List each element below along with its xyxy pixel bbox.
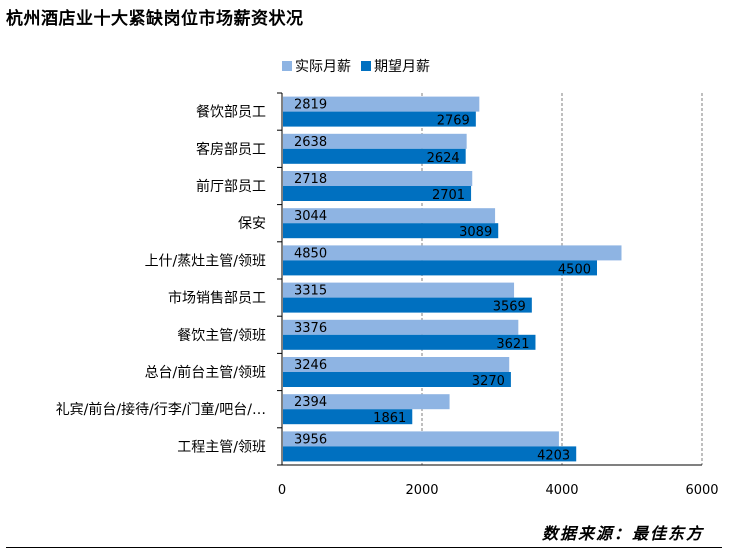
- data-label-expected: 3621: [496, 337, 529, 352]
- y-tick-label: 礼宾/前台/接待/行李/门童/吧台/…: [56, 401, 266, 418]
- data-label-expected: 1861: [373, 411, 406, 426]
- data-label-expected: 2769: [437, 114, 470, 129]
- bottom-rule: [6, 547, 722, 548]
- bar-expected: [283, 334, 536, 350]
- data-label-actual: 2819: [294, 98, 327, 113]
- x-tick-label: 0: [278, 483, 286, 498]
- y-tick-label: 市场销售部员工: [168, 290, 266, 307]
- data-label-expected: 4203: [537, 448, 570, 463]
- y-tick-label: 前厅部员工: [196, 178, 266, 195]
- bar-actual: [283, 282, 515, 298]
- data-label-expected: 4500: [558, 262, 591, 277]
- bar-expected: [283, 372, 511, 387]
- data-label-actual: 3376: [294, 321, 327, 336]
- y-tick-label: 总台/前台主管/领班: [145, 364, 266, 381]
- data-label-actual: 4850: [294, 246, 327, 261]
- bar-actual: [283, 171, 473, 186]
- source-note: 数据来源：最佳东方: [541, 524, 704, 543]
- data-label-actual: 2638: [294, 135, 327, 150]
- bar-expected: [283, 297, 532, 313]
- bar-actual: [283, 133, 467, 149]
- x-tick-label: 2000: [405, 483, 438, 498]
- legend-label-expected: 期望月薪: [374, 59, 430, 75]
- legend-item-expected: 期望月薪: [361, 56, 430, 76]
- y-tick-label: 工程主管/领班: [177, 439, 266, 455]
- legend-item-actual: 实际月薪: [282, 56, 351, 76]
- bar-actual: [283, 394, 450, 410]
- y-tick-label: 上什/蒸灶主管/领班: [145, 253, 266, 269]
- data-label-expected: 2701: [432, 188, 465, 203]
- y-tick-label: 餐饮主管/领班: [177, 328, 266, 344]
- bar-expected: [283, 148, 466, 164]
- y-tick-label: 餐饮部员工: [196, 105, 266, 121]
- bar-expected: [283, 409, 413, 425]
- data-label-actual: 3246: [294, 358, 327, 373]
- bar-actual: [283, 245, 622, 261]
- bar-expected: [283, 111, 476, 127]
- bar-expected: [283, 446, 577, 462]
- legend-swatch-actual: [282, 61, 292, 71]
- bar-actual: [283, 319, 519, 335]
- legend-label-actual: 实际月薪: [295, 59, 351, 75]
- data-label-actual: 3044: [294, 209, 327, 224]
- x-tick-label: 6000: [685, 483, 718, 498]
- data-label-expected: 2624: [427, 151, 460, 166]
- bar-actual: [283, 357, 510, 372]
- bar-expected: [283, 260, 597, 276]
- data-label-actual: 2718: [294, 172, 327, 187]
- y-tick-label: 保安: [238, 216, 266, 232]
- bar-expected: [283, 186, 472, 201]
- bar-actual: [283, 431, 559, 447]
- data-label-expected: 3089: [459, 225, 492, 240]
- chart-title: 杭州酒店业十大紧缺岗位市场薪资状况: [6, 9, 304, 29]
- y-tick-label: 客房部员工: [196, 141, 266, 158]
- data-label-expected: 3569: [493, 300, 526, 315]
- bar-actual: [283, 96, 480, 112]
- x-tick-label: 4000: [545, 483, 578, 498]
- data-label-actual: 2394: [294, 395, 327, 410]
- bar-expected: [283, 223, 499, 239]
- legend: 实际月薪 期望月薪: [282, 56, 440, 76]
- data-label-actual: 3315: [294, 284, 327, 299]
- data-label-actual: 3956: [294, 432, 327, 447]
- legend-swatch-expected: [361, 61, 371, 71]
- data-label-expected: 3270: [472, 374, 505, 389]
- bar-actual: [283, 208, 496, 224]
